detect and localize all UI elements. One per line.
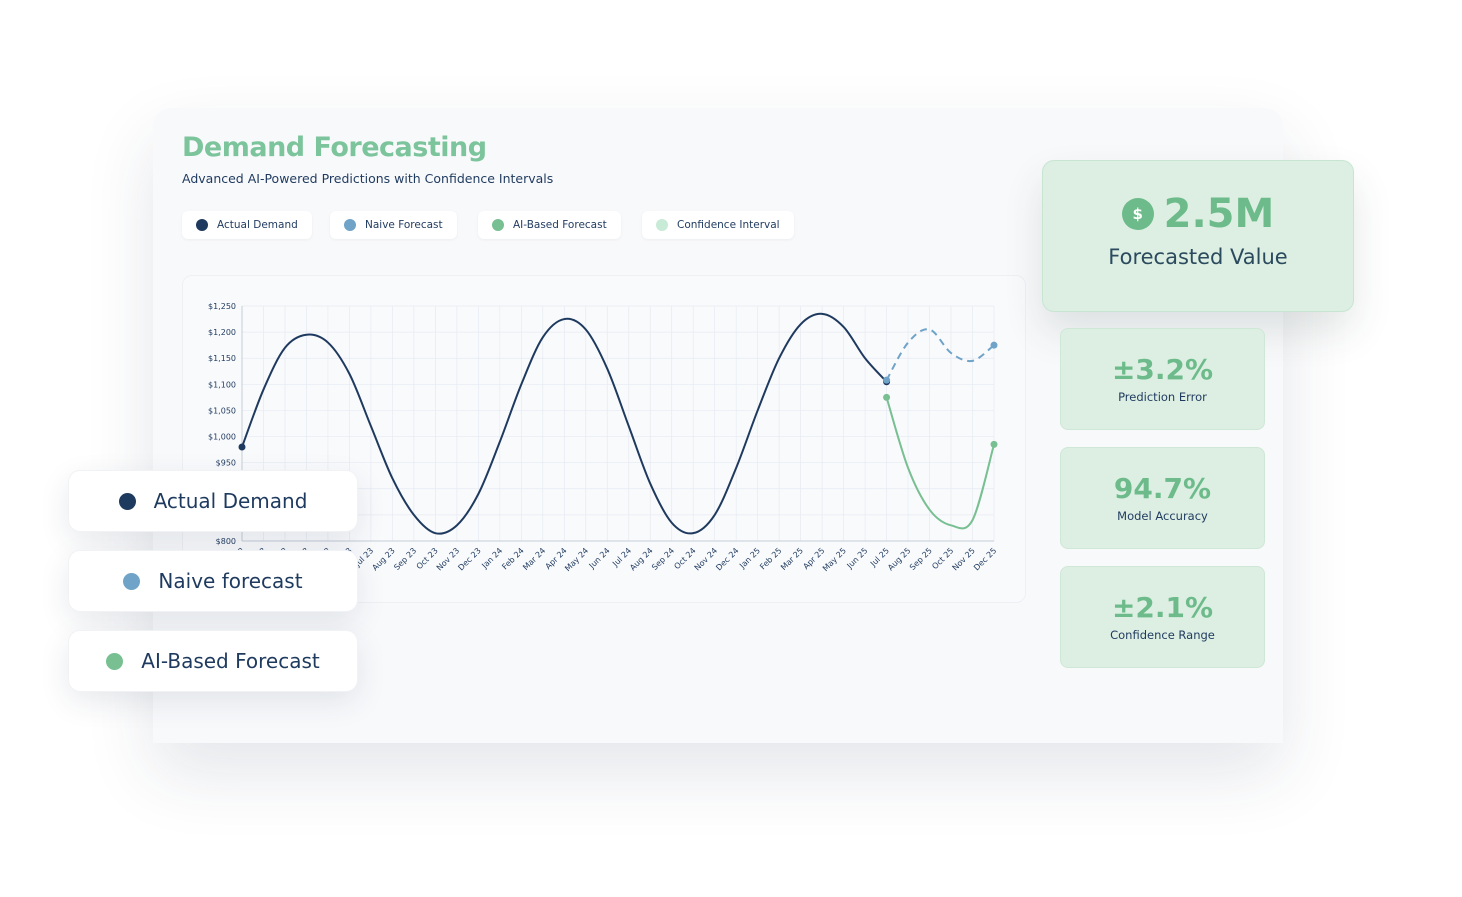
x-tick-label: Aug 25 — [886, 546, 912, 572]
stat-label: Prediction Error — [1118, 390, 1207, 404]
floating-legend-card: Actual Demand — [68, 470, 358, 532]
legend-label: Naive Forecast — [365, 219, 443, 231]
x-tick-label: Jun 25 — [845, 546, 870, 571]
x-tick-label: Dec 23 — [456, 546, 482, 572]
legend-label: Confidence Interval — [677, 219, 780, 231]
x-tick-label: Jan 24 — [479, 546, 504, 571]
line-series — [885, 328, 995, 381]
x-tick-label: Nov 23 — [435, 546, 461, 572]
x-tick-label: Sep 23 — [392, 546, 418, 572]
end-point — [990, 440, 998, 448]
y-tick-label: $950 — [216, 459, 236, 468]
stat-value: 94.7% — [1113, 472, 1212, 505]
end-point — [883, 393, 891, 401]
end-point — [883, 376, 891, 384]
y-tick-label: $1,100 — [208, 380, 236, 389]
x-tick-label: Sep 25 — [908, 546, 934, 572]
x-tick-label: Aug 24 — [628, 546, 654, 572]
legend-swatch — [196, 219, 208, 231]
y-tick-label: $1,150 — [208, 354, 236, 363]
x-tick-label: Dec 25 — [972, 546, 998, 572]
x-tick-label: Mar 24 — [521, 546, 547, 572]
legend-label: AI-Based Forecast — [513, 219, 607, 231]
legend-label: Actual Demand — [153, 489, 308, 513]
floating-legend-card: Naive forecast — [68, 550, 358, 612]
forecast-value-row: $2.5M — [1043, 191, 1353, 237]
stat-label: Model Accuracy — [1117, 509, 1208, 523]
legend-item: Confidence Interval — [642, 211, 794, 239]
line-series — [241, 312, 888, 535]
x-tick-label: Sep 24 — [650, 546, 676, 572]
legend-label: AI-Based Forecast — [141, 649, 320, 673]
stat-card: ±2.1% Confidence Range — [1060, 566, 1265, 668]
x-tick-label: Mar 25 — [779, 546, 805, 572]
end-point — [990, 341, 998, 349]
title: Demand Forecasting — [182, 132, 487, 163]
legend-swatch — [492, 219, 504, 231]
x-tick-label: May 24 — [563, 546, 590, 573]
y-tick-label: $800 — [216, 537, 236, 546]
x-tick-label: Jan 25 — [737, 546, 762, 571]
forecast-card: $2.5M Forecasted Value — [1042, 160, 1354, 312]
legend-item: AI-Based Forecast — [478, 211, 621, 239]
legend-swatch — [106, 652, 124, 670]
subtitle: Advanced AI-Powered Predictions with Con… — [182, 171, 554, 186]
legend-item: Actual Demand — [182, 211, 312, 239]
legend-item: Naive Forecast — [330, 211, 457, 239]
stat-value: ±3.2% — [1111, 353, 1214, 386]
legend-swatch — [118, 492, 136, 510]
x-tick-label: Aug 23 — [370, 546, 396, 572]
stat-value: ±2.1% — [1111, 591, 1214, 624]
floating-legend-card: AI-Based Forecast — [68, 630, 358, 692]
currency-icon: $ — [1121, 198, 1154, 230]
forecast-label: Forecasted Value — [1108, 245, 1288, 269]
legend-swatch — [344, 219, 356, 231]
forecast-value: 2.5M — [1163, 191, 1275, 237]
stat-card: ±3.2% Prediction Error — [1060, 328, 1265, 430]
legend-label: Naive forecast — [158, 569, 303, 593]
end-point — [238, 443, 246, 451]
legend-label: Actual Demand — [217, 219, 298, 231]
x-tick-label: Nov 25 — [951, 546, 977, 572]
y-tick-label: $1,000 — [208, 433, 236, 442]
x-tick-label: Nov 24 — [693, 546, 719, 572]
stat-card: 94.7% Model Accuracy — [1060, 447, 1265, 549]
x-tick-label: May 25 — [821, 546, 848, 573]
y-tick-label: $1,250 — [208, 302, 236, 311]
legend-swatch — [656, 219, 668, 231]
line-series — [885, 397, 995, 530]
y-tick-label: $1,200 — [208, 328, 236, 337]
legend-swatch — [123, 572, 141, 590]
y-tick-label: $1,050 — [208, 406, 236, 415]
x-tick-label: Jun 24 — [587, 546, 612, 571]
x-tick-label: Dec 24 — [714, 546, 740, 572]
stat-label: Confidence Range — [1110, 628, 1215, 642]
